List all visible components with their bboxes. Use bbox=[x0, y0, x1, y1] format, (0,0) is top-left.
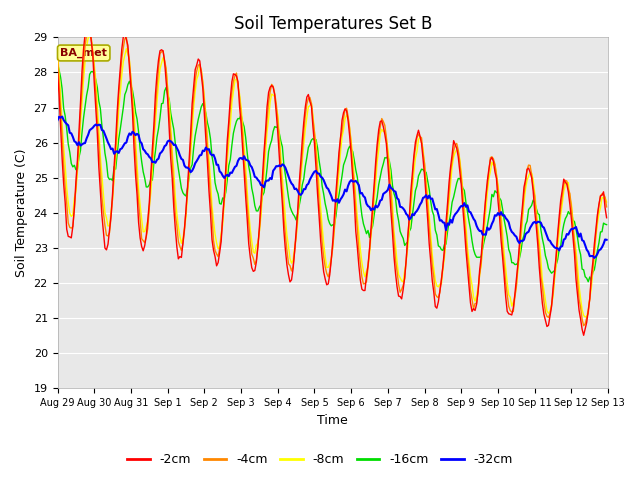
-8cm bbox=[86, 32, 93, 38]
-2cm bbox=[122, 36, 130, 42]
Text: BA_met: BA_met bbox=[60, 48, 107, 58]
-2cm bbox=[295, 181, 303, 187]
-2cm bbox=[603, 215, 611, 221]
-4cm bbox=[54, 55, 61, 61]
Legend: -2cm, -4cm, -8cm, -16cm, -32cm: -2cm, -4cm, -8cm, -16cm, -32cm bbox=[122, 448, 518, 471]
-32cm bbox=[54, 117, 61, 123]
-16cm bbox=[603, 222, 611, 228]
-2cm bbox=[246, 254, 254, 260]
-32cm bbox=[591, 255, 598, 261]
-8cm bbox=[295, 197, 303, 203]
Line: -16cm: -16cm bbox=[58, 63, 607, 282]
-16cm bbox=[236, 116, 243, 121]
-32cm bbox=[122, 140, 130, 145]
-32cm bbox=[603, 237, 611, 243]
-2cm bbox=[219, 213, 227, 219]
-32cm bbox=[246, 162, 254, 168]
-2cm bbox=[237, 120, 245, 126]
-8cm bbox=[54, 48, 61, 54]
-4cm bbox=[122, 35, 130, 40]
-8cm bbox=[603, 199, 611, 205]
Title: Soil Temperatures Set B: Soil Temperatures Set B bbox=[234, 15, 432, 33]
-32cm bbox=[58, 114, 66, 120]
-16cm bbox=[572, 226, 580, 232]
-16cm bbox=[218, 201, 225, 207]
-4cm bbox=[237, 111, 245, 117]
X-axis label: Time: Time bbox=[317, 414, 348, 427]
-8cm bbox=[122, 46, 130, 52]
-32cm bbox=[237, 155, 245, 161]
-2cm bbox=[573, 292, 581, 298]
-32cm bbox=[219, 173, 227, 179]
-32cm bbox=[573, 229, 581, 235]
-8cm bbox=[573, 264, 581, 269]
-2cm bbox=[54, 68, 61, 74]
-16cm bbox=[245, 163, 253, 169]
Y-axis label: Soil Temperature (C): Soil Temperature (C) bbox=[15, 149, 28, 277]
-4cm bbox=[84, 23, 92, 28]
-16cm bbox=[584, 279, 592, 285]
-16cm bbox=[54, 60, 61, 66]
-8cm bbox=[581, 314, 589, 320]
Line: -2cm: -2cm bbox=[58, 21, 607, 336]
Line: -32cm: -32cm bbox=[58, 117, 607, 258]
-16cm bbox=[121, 92, 129, 97]
Line: -4cm: -4cm bbox=[58, 25, 607, 326]
-4cm bbox=[219, 216, 227, 222]
-4cm bbox=[603, 204, 611, 210]
-4cm bbox=[246, 239, 254, 245]
-4cm bbox=[295, 192, 303, 197]
-2cm bbox=[580, 333, 588, 338]
-8cm bbox=[219, 222, 227, 228]
-16cm bbox=[294, 211, 301, 216]
-8cm bbox=[246, 227, 254, 232]
-32cm bbox=[295, 191, 303, 197]
Line: -8cm: -8cm bbox=[58, 35, 607, 317]
-4cm bbox=[580, 323, 588, 329]
-2cm bbox=[84, 18, 92, 24]
-4cm bbox=[573, 278, 581, 284]
-8cm bbox=[237, 104, 245, 110]
